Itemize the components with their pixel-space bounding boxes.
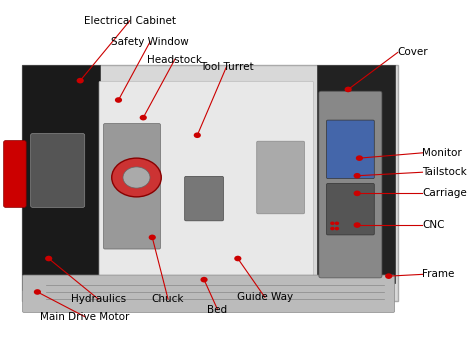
Circle shape (123, 167, 150, 188)
Circle shape (34, 289, 41, 295)
Circle shape (201, 277, 208, 283)
Circle shape (356, 155, 363, 161)
FancyBboxPatch shape (31, 133, 85, 207)
Circle shape (385, 273, 392, 279)
Circle shape (335, 222, 339, 225)
FancyBboxPatch shape (327, 184, 374, 235)
Text: CNC: CNC (422, 220, 445, 230)
Circle shape (354, 191, 361, 196)
Text: Main Drive Motor: Main Drive Motor (40, 312, 129, 322)
Text: Electrical Cabinet: Electrical Cabinet (84, 16, 176, 26)
Text: Tool Turret: Tool Turret (200, 61, 254, 72)
Circle shape (194, 132, 201, 138)
Circle shape (354, 222, 361, 228)
Circle shape (345, 87, 352, 92)
Circle shape (234, 256, 241, 261)
FancyBboxPatch shape (99, 81, 313, 277)
Circle shape (77, 78, 84, 83)
Text: Safety Window: Safety Window (111, 37, 189, 47)
Polygon shape (317, 65, 395, 283)
Circle shape (112, 158, 161, 197)
Text: Bed: Bed (208, 305, 228, 315)
Text: Frame: Frame (422, 269, 455, 279)
Circle shape (45, 256, 52, 261)
Circle shape (330, 222, 335, 225)
Text: Tailstock: Tailstock (422, 167, 467, 177)
Text: Carriage: Carriage (422, 189, 467, 198)
FancyBboxPatch shape (23, 275, 394, 312)
FancyBboxPatch shape (327, 120, 374, 179)
Text: Chuck: Chuck (152, 294, 184, 304)
Circle shape (354, 173, 361, 179)
Text: Guide Way: Guide Way (237, 292, 293, 302)
Circle shape (140, 115, 147, 120)
Text: Headstock: Headstock (147, 55, 202, 65)
Text: Hydraulics: Hydraulics (71, 294, 126, 304)
Text: Monitor: Monitor (422, 148, 462, 158)
Circle shape (115, 97, 122, 103)
Polygon shape (22, 65, 398, 301)
Text: Cover: Cover (398, 48, 428, 58)
FancyBboxPatch shape (185, 176, 223, 221)
Circle shape (330, 227, 335, 230)
Circle shape (335, 227, 339, 230)
Circle shape (149, 235, 156, 240)
FancyBboxPatch shape (257, 141, 304, 214)
FancyBboxPatch shape (319, 91, 382, 278)
FancyBboxPatch shape (4, 141, 26, 207)
Polygon shape (22, 65, 100, 290)
FancyBboxPatch shape (104, 124, 160, 249)
